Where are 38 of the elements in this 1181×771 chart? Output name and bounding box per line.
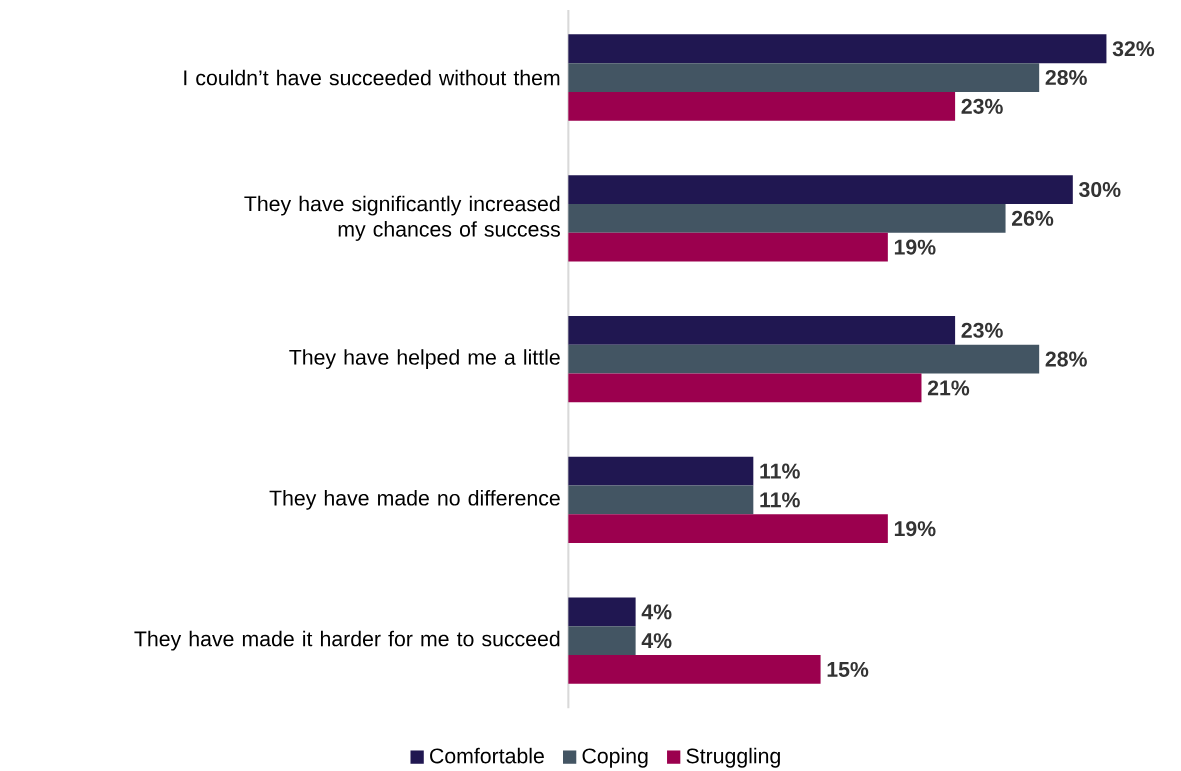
y-tick-label: They have significantly increased my chances of success [244,195,560,241]
legend-label: Struggling [686,747,780,768]
bar [568,597,636,627]
y-tick-label: I couldn’t have succeeded without them [184,69,560,86]
bar [568,63,1040,92]
bar [568,203,1006,233]
bar [568,626,636,656]
y-tick-label: They have helped me a little [289,349,560,370]
data-label: 4% [641,633,672,649]
bar [568,485,754,515]
legend-label: Comfortable [430,747,544,764]
bar [568,315,956,345]
data-label: 19% [894,239,936,255]
bar [568,655,821,684]
bar [568,514,888,544]
data-label: 32% [1112,41,1155,57]
data-label: 26% [1011,210,1054,226]
data-label: 15% [827,661,869,677]
data-label: 11% [760,492,800,508]
data-label: 23% [961,322,1003,338]
bar [568,373,922,403]
data-label: 21% [927,380,970,396]
legend-label: Coping [582,747,648,768]
bar [568,175,1073,204]
y-tick-label: They have made it harder for me to succeed [134,630,560,651]
bar [568,34,1107,64]
data-label: 28% [1045,70,1087,86]
bar [568,91,956,121]
bar [568,232,888,262]
bar [568,456,754,486]
y-tick-label: They have made no difference [269,489,560,510]
data-label: 4% [641,604,672,620]
data-label: 11% [760,463,800,479]
bar [568,344,1040,374]
data-label: 23% [961,98,1003,114]
data-label: 30% [1079,182,1121,198]
data-label: 28% [1045,351,1087,367]
data-label: 19% [894,521,936,537]
